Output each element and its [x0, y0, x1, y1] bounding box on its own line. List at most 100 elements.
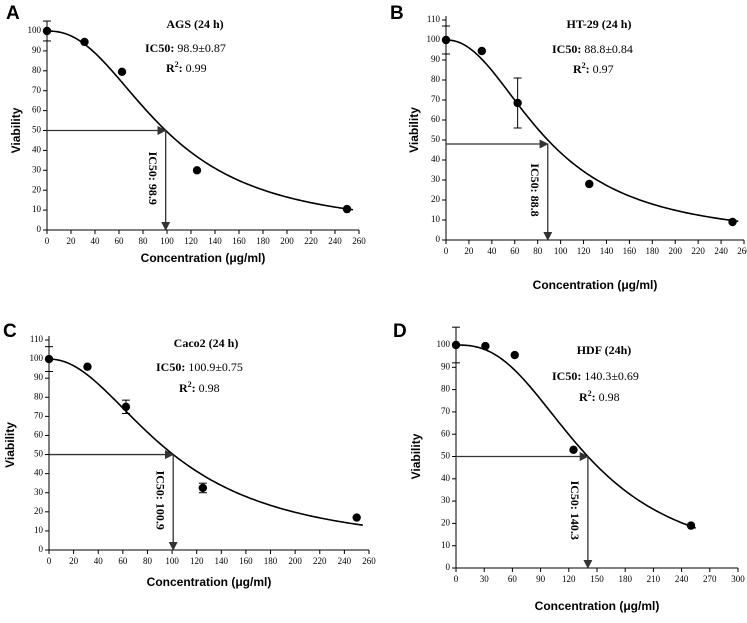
data-point	[481, 341, 490, 351]
y-tick-label: 110	[427, 14, 441, 24]
r2-stat-value: 0.98	[199, 381, 220, 395]
x-tick-label: 140	[208, 236, 222, 246]
data-point	[686, 521, 696, 530]
ic50-stat-value: 100.9±0.75	[188, 360, 243, 374]
x-tick-label: 0	[444, 246, 449, 256]
y-tick-label: 80	[32, 65, 42, 75]
y-tick-label: 50	[34, 449, 44, 459]
fit-curve	[48, 358, 363, 526]
x-tick-label: 40	[487, 246, 497, 256]
data-point	[198, 483, 208, 493]
r2-stat-label: R	[179, 381, 188, 395]
y-axis-label: Viability	[9, 107, 23, 153]
x-tick-label: 180	[646, 246, 660, 256]
data-point	[121, 402, 131, 412]
r2-stat-value: 0.97	[593, 62, 614, 76]
ic50-annotation: IC50: 88.8	[528, 163, 542, 216]
data-point	[42, 26, 52, 36]
panel-letter: B	[390, 3, 404, 24]
y-tick-label: 10	[34, 525, 44, 535]
ic50-stat-label: IC50:	[552, 369, 581, 383]
x-axis-label: Concentration (μg/ml)	[533, 278, 658, 292]
x-tick-label: 160	[239, 556, 253, 566]
x-tick-label: 220	[313, 556, 327, 566]
y-tick-label: 90	[441, 361, 451, 371]
y-tick-label: 40	[34, 468, 44, 478]
ic50-stat: IC50: 88.8±0.84	[552, 42, 633, 56]
chart-title: AGS (24 h)	[166, 17, 223, 31]
y-tick-label: 90	[32, 45, 42, 55]
x-tick-label: 240	[328, 236, 342, 246]
y-axis-label: Viability	[407, 107, 421, 153]
x-tick-label: 30	[480, 574, 490, 584]
x-axis-label: Concentration (μg/ml)	[147, 575, 272, 589]
chart-title: Caco2 (24 h)	[174, 336, 239, 350]
chart-title: HT-29 (24 h)	[567, 17, 632, 31]
x-tick-label: 220	[304, 236, 318, 246]
x-tick-label: 0	[47, 556, 52, 566]
y-tick-label: 30	[431, 174, 441, 184]
y-tick-label: 90	[431, 54, 441, 64]
ic50-stat-value: 98.9±0.87	[177, 41, 226, 55]
x-tick-label: 270	[703, 574, 717, 584]
data-point	[352, 513, 361, 522]
y-tick-label: 70	[431, 94, 441, 104]
x-tick-label: 40	[94, 556, 104, 566]
y-tick-label: 40	[441, 473, 451, 483]
ic50-stat-label: IC50:	[156, 360, 185, 374]
y-tick-label: 100	[427, 34, 441, 44]
y-tick-label: 70	[34, 410, 44, 420]
x-tick-label: 40	[91, 236, 101, 246]
y-tick-label: 100	[28, 25, 42, 35]
y-tick-label: 50	[431, 134, 441, 144]
x-tick-label: 90	[536, 574, 546, 584]
data-point	[117, 67, 127, 76]
r2-stat: R2: 0.98	[579, 389, 620, 404]
panel-letter: D	[393, 321, 407, 342]
ic50-annotation: IC50: 100.9	[153, 471, 167, 530]
r2-stat-colon: :	[586, 62, 590, 76]
x-tick-label: 120	[577, 246, 591, 256]
x-tick-label: 300	[731, 574, 745, 584]
y-tick-label: 30	[441, 495, 451, 505]
x-tick-label: 160	[623, 246, 637, 256]
y-tick-label: 100	[437, 339, 451, 349]
chart-panel-a: A 0 10 20 30 40 50 60 70 80 90 100 0 20 40 60 80 100 120 14…	[6, 3, 366, 265]
x-tick-label: 80	[143, 556, 153, 566]
y-tick-label: 60	[34, 430, 44, 440]
data-point	[83, 362, 92, 371]
data-point	[728, 217, 737, 227]
data-point	[342, 204, 352, 214]
x-tick-label: 120	[562, 574, 576, 584]
chart-title: HDF (24h)	[577, 343, 632, 357]
y-tick-label: 70	[32, 85, 42, 95]
y-tick-label: 0	[436, 234, 441, 244]
chart-panel-d: D 0 10 20 30 40 50 60 70 80 90 100 0 30 60 90 120 150 180 2…	[393, 321, 745, 613]
fit-curve	[46, 30, 354, 211]
y-tick-label: 40	[32, 144, 42, 154]
x-tick-label: 60	[510, 246, 520, 256]
panel-letter: A	[6, 3, 20, 24]
x-tick-label: 80	[533, 246, 543, 256]
panel-letter: C	[3, 321, 17, 342]
x-tick-label: 20	[69, 556, 79, 566]
data-point	[569, 445, 578, 455]
y-tick-label: 50	[32, 125, 42, 135]
x-tick-label: 200	[668, 246, 682, 256]
data-point	[44, 354, 54, 364]
y-tick-label: 60	[32, 105, 42, 115]
y-tick-label: 100	[30, 353, 44, 363]
y-tick-label: 10	[441, 540, 451, 550]
y-tick-label: 110	[30, 334, 44, 344]
x-tick-label: 180	[618, 574, 632, 584]
fit-curve	[455, 344, 696, 529]
data-point	[510, 350, 519, 360]
y-tick-label: 10	[32, 204, 42, 214]
r2-stat-label: R	[166, 61, 175, 75]
y-tick-label: 20	[431, 194, 441, 204]
y-tick-label: 0	[39, 544, 44, 554]
chart-panel-c: C 0 10 20 30 40 50 60 70 80 90 100 110 0 20 40 60 80 100 12…	[3, 321, 376, 589]
y-tick-label: 10	[431, 214, 441, 224]
x-tick-label: 200	[280, 236, 294, 246]
y-tick-label: 40	[431, 154, 441, 164]
